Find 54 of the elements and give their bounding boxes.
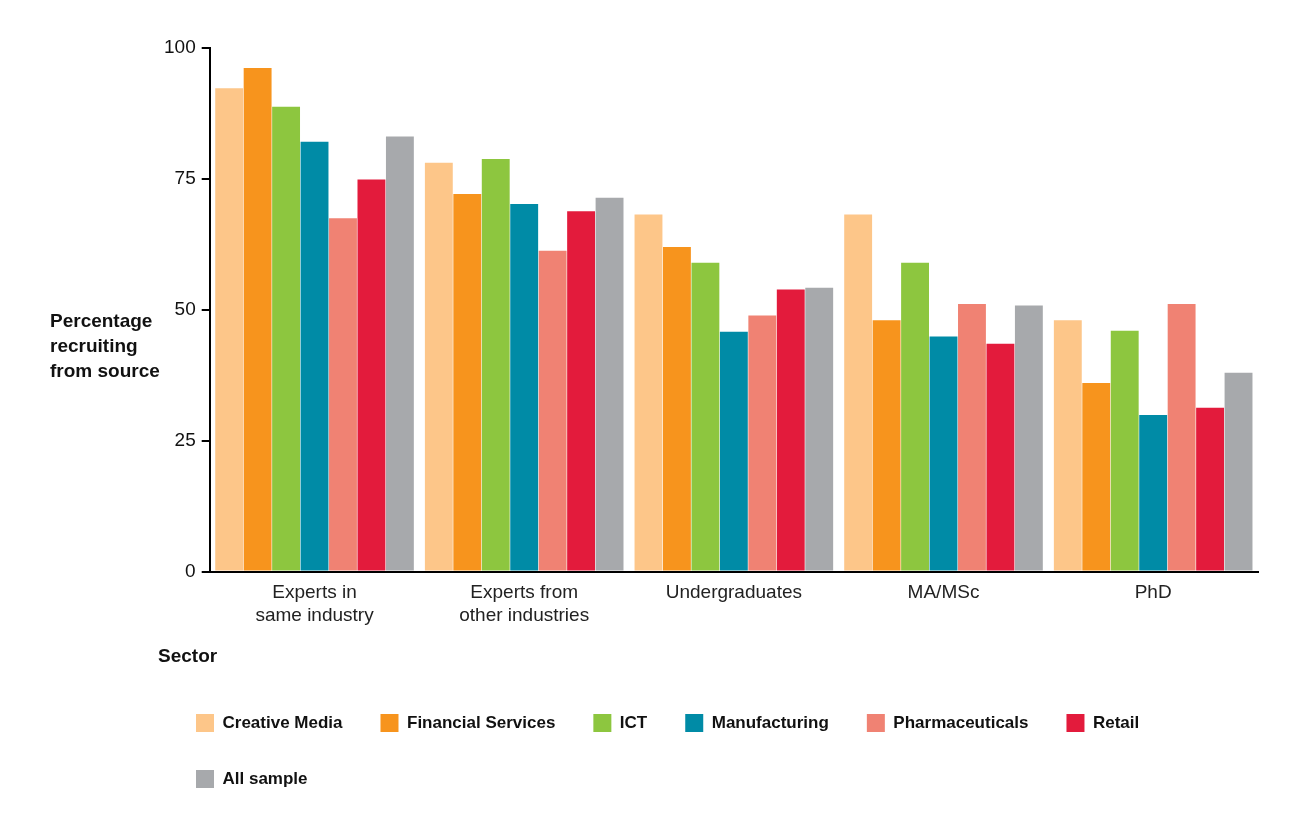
- bar: [901, 262, 929, 571]
- bar: [986, 343, 1015, 571]
- bar: [748, 315, 777, 571]
- x-tick-label: Experts in same industry: [255, 581, 375, 626]
- bar: [929, 336, 958, 571]
- legend-label: Manufacturing: [711, 712, 829, 732]
- bar: [300, 141, 329, 571]
- bar: [538, 250, 567, 571]
- y-axis-title: Percentage recruiting from source: [50, 310, 160, 381]
- bar: [1139, 415, 1168, 571]
- x-tick-label: MA/MSc: [907, 581, 980, 603]
- bar: [776, 289, 805, 571]
- bar: [872, 320, 901, 571]
- bar: [453, 194, 482, 571]
- x-tick-label: Experts from other industries: [459, 581, 590, 626]
- legend-title: Sector: [158, 644, 218, 666]
- legend-label: Retail: [1092, 712, 1140, 732]
- x-tick-label: Undergraduates: [665, 581, 802, 603]
- bar: [272, 106, 301, 571]
- x-tick-label: PhD: [1134, 581, 1172, 603]
- y-tick-label: 0: [185, 559, 196, 581]
- bar: [243, 67, 272, 571]
- bar: [719, 331, 748, 571]
- legend-label: ICT: [619, 712, 648, 732]
- bar: [215, 88, 244, 571]
- y-tick-label: 100: [164, 36, 196, 58]
- bar: [1082, 383, 1111, 571]
- bar: [1110, 330, 1139, 571]
- y-tick-label: 25: [174, 428, 196, 450]
- bar: [1196, 407, 1225, 571]
- legend-label: Financial Services: [407, 712, 556, 732]
- bar: [1224, 372, 1253, 571]
- legend-label: Creative Media: [222, 712, 344, 732]
- bar: [510, 204, 539, 571]
- bar: [691, 262, 720, 571]
- y-tick-label: 50: [174, 298, 196, 320]
- bar: [595, 197, 624, 571]
- bar: [1167, 304, 1196, 571]
- bar: [805, 287, 834, 571]
- bar: [357, 179, 386, 571]
- bar: [634, 214, 663, 571]
- y-tick-label: 75: [174, 167, 196, 189]
- bar: [663, 246, 691, 571]
- bar: [1053, 320, 1082, 571]
- bar: [844, 214, 873, 571]
- bar: [481, 159, 510, 571]
- legend-label: Pharmaceuticals: [893, 712, 1029, 732]
- bar: [567, 211, 596, 571]
- bar: [424, 162, 453, 571]
- bar: [385, 136, 414, 571]
- bar: [329, 218, 357, 571]
- bar: [1014, 305, 1043, 571]
- legend-label: All sample: [222, 768, 308, 788]
- bar: [958, 304, 986, 571]
